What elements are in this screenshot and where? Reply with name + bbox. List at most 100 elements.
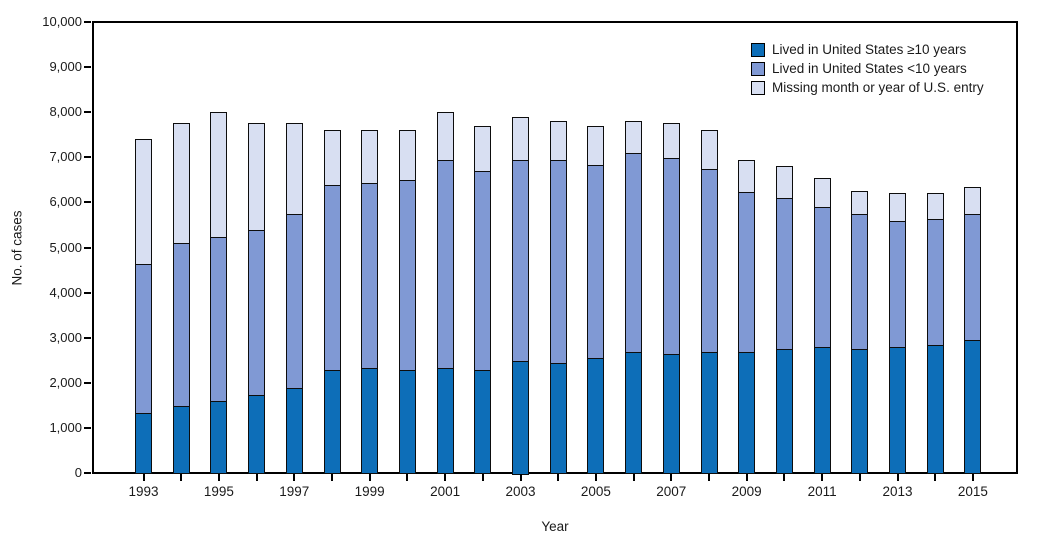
bar-segment-2005 [587,357,605,475]
bar-segment-2000 [398,369,416,475]
y-axis-tick [84,21,91,23]
bar-segment-2003 [512,159,529,362]
bar-segment-2006 [625,351,643,475]
bar-segment-2012 [851,348,869,475]
bar-segment-2005 [587,164,605,360]
x-axis-tick-label: 2007 [656,484,687,499]
bar-segment-2002 [474,369,492,475]
bar-segment-1997 [285,123,303,216]
y-axis-tick [84,201,91,204]
bar-segment-2011 [813,206,831,349]
x-axis-tick [293,474,296,481]
bar-segment-1999 [361,182,379,369]
y-axis-tick-label: 2,000 [49,374,82,390]
x-axis-tick [406,474,409,481]
bar-segment-2009 [738,159,756,193]
bar-segment-2006 [625,152,643,353]
y-axis-tick [84,336,91,339]
bar-segment-1994 [172,405,190,475]
y-axis-tick-label: 8,000 [49,104,82,120]
legend-row: Missing month or year of U.S. entry [751,81,984,95]
bar-segment-2010 [775,166,793,200]
bar-segment-2011 [813,346,831,475]
bar-segment-2013 [889,220,906,349]
bar-segment-1996 [248,229,266,396]
x-axis-tick [934,474,937,481]
x-axis-tick [821,474,824,481]
bar-segment-1994 [172,123,190,245]
bar-segment-2014 [926,193,944,220]
bar-segment-2003 [512,116,529,162]
bar-segment-2013 [889,346,906,475]
bar-segment-1993 [135,139,152,265]
bar-segment-2001 [436,367,454,475]
x-axis-tick-label: 1993 [128,484,159,499]
y-axis-tick-label: 5,000 [49,239,82,255]
bar-segment-2009 [738,191,756,353]
bar-segment-2007 [662,157,680,355]
legend-label: Lived in United States ≥10 years [772,42,967,57]
bar-segment-2004 [549,362,567,475]
legend-row: Lived in United States ≥10 years [751,43,984,57]
y-axis-tick-label: 4,000 [49,284,82,300]
bar-segment-2008 [700,130,718,171]
x-axis-tick-label: 2013 [882,484,913,499]
bar-segment-2012 [851,213,869,351]
x-axis-tick [971,474,974,481]
x-axis-tick [557,474,560,481]
bar-segment-1998 [323,369,341,475]
bar-segment-2000 [398,179,416,371]
x-axis-tick [142,474,145,481]
bar-segment-2008 [700,351,718,475]
y-axis-tick [84,111,91,114]
bar-segment-2015 [964,213,982,342]
bar-segment-2004 [549,121,567,162]
y-axis-tick [84,66,91,69]
bar-segment-2014 [926,218,944,346]
bar-segment-2007 [662,353,680,475]
bar-segment-2012 [851,191,869,216]
bar-segment-1997 [285,213,303,389]
x-axis-tick-label: 2005 [580,484,611,499]
bar-segment-2015 [964,339,982,475]
y-axis-tick-label: 1,000 [49,419,82,435]
x-axis-tick [896,474,899,481]
x-axis-tick-label: 2003 [505,484,536,499]
bar-segment-1997 [285,387,303,475]
x-axis-title: Year [541,519,569,534]
bar-segment-2009 [738,351,756,475]
bar-segment-2007 [662,123,680,159]
x-axis-tick [783,474,786,481]
legend-row: Lived in United States <10 years [751,62,984,76]
bar-segment-1995 [210,400,228,475]
y-axis-tick [84,381,91,384]
legend-label: Missing month or year of U.S. entry [772,80,984,95]
bar-segment-2004 [549,159,567,364]
x-axis-tick [594,474,597,481]
x-axis-tick [180,474,183,481]
y-axis-tick [84,426,91,429]
x-axis-tick [670,474,673,481]
x-axis-tick [331,474,333,481]
bar-segment-2005 [587,125,605,166]
y-axis-tick [84,291,91,294]
x-axis-tick [708,474,710,481]
bar-segment-2010 [775,197,793,351]
legend-swatch-icon [751,62,765,76]
bar-segment-2001 [436,159,454,369]
bar-segment-1999 [361,367,379,475]
bar-segment-1999 [361,130,379,184]
bar-segment-1993 [135,412,152,475]
bar-segment-2002 [474,125,492,173]
x-axis-tick-label: 1995 [203,484,234,499]
legend: Lived in United States ≥10 years Lived in… [751,43,984,100]
x-axis-tick [255,474,258,481]
x-axis-tick [632,474,635,481]
y-axis-tick-label: 10,000 [42,14,82,29]
y-axis-tick-label: 7,000 [49,149,82,165]
y-axis-tick [84,472,91,474]
x-axis-tick-label: 2011 [807,484,837,499]
bar-segment-2015 [964,186,982,216]
y-axis-tick-label: 6,000 [49,194,82,210]
